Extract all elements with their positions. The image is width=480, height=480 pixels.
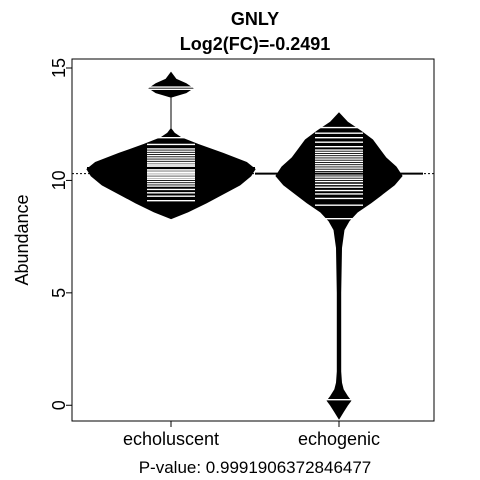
y-axis-label: Abundance [12,194,32,285]
density-shape [275,112,403,420]
y-tick-label: 15 [49,58,69,78]
x-tick-label: echogenic [298,429,380,449]
y-tick-label: 10 [49,170,69,190]
y-tick-label: 0 [49,400,69,410]
density-shape [86,71,256,220]
x-tick-label: echoluscent [123,429,219,449]
chart-subtitle: Log2(FC)=-0.2491 [180,34,331,54]
bean-echogenic [255,112,423,420]
p-value-label: P-value: 0.9991906372846477 [139,458,372,477]
beans-layer [72,71,434,420]
y-axis: 0 5 10 15 [49,58,72,410]
x-axis: echoluscent echogenic [123,421,380,449]
bean-echoluscent [86,71,256,220]
plot-frame [71,58,435,422]
chart-title: GNLY [231,9,279,29]
y-tick-label: 5 [49,288,69,298]
